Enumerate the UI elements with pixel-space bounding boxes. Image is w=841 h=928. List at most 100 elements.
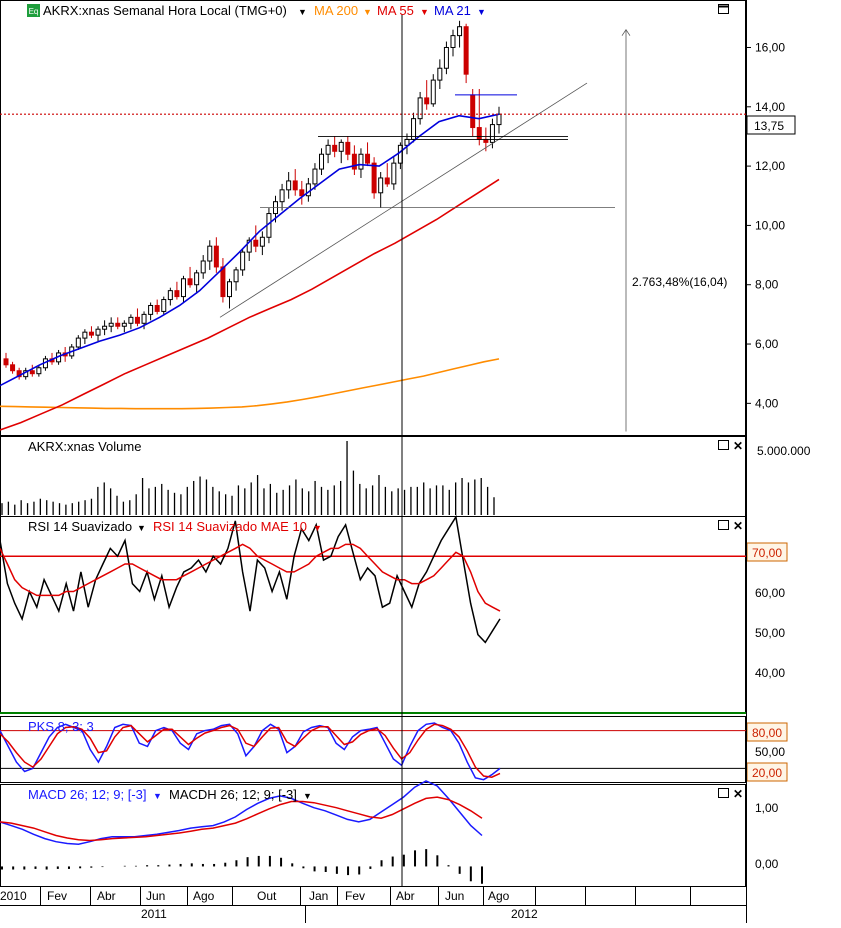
rsi-level-label: 70,00 xyxy=(752,546,782,560)
close-macd-icon[interactable]: ✕ xyxy=(733,787,743,801)
candle-body xyxy=(470,94,476,129)
candle-body xyxy=(457,26,463,37)
month-label: Jun xyxy=(445,889,464,903)
candle-body xyxy=(299,189,305,197)
symbol-badge-label: Eq xyxy=(29,7,39,16)
stoch-d-line xyxy=(0,723,501,778)
rsi-tick: 40,00 xyxy=(755,666,785,680)
candle-body xyxy=(240,251,246,271)
candle-body xyxy=(476,127,482,140)
candle-body xyxy=(148,304,154,315)
candle-body xyxy=(16,370,22,378)
maximize-volume-icon[interactable] xyxy=(718,440,729,450)
macdh-dropdown-icon[interactable]: ▼ xyxy=(303,791,312,801)
candle-body xyxy=(463,26,469,75)
candle-body xyxy=(115,322,121,327)
candle-body xyxy=(29,370,35,375)
macd-signal-line xyxy=(0,796,483,842)
volume-panel-controls: ✕ xyxy=(718,439,743,453)
candle-body xyxy=(292,180,298,191)
candle-body xyxy=(246,239,252,253)
candle-body xyxy=(154,304,160,312)
macd-dropdown-icon[interactable]: ▼ xyxy=(153,791,162,801)
maximize-macd-icon[interactable] xyxy=(718,788,729,798)
candle-body xyxy=(259,236,265,247)
candle-body xyxy=(286,180,292,191)
candle-body xyxy=(200,260,206,274)
stochastic-panel-title[interactable]: PKS 8; 3; 3 xyxy=(28,719,94,734)
candle-body xyxy=(312,168,318,185)
candle-body xyxy=(345,141,351,155)
candle-body xyxy=(102,325,108,330)
candle-body xyxy=(325,144,331,155)
legend-ma21[interactable]: MA 21 xyxy=(434,3,471,18)
price-y-axis: 16,00 14,00 12,00 10,00 8,00 6,00 4,00 xyxy=(755,41,785,411)
candle-body xyxy=(351,153,357,170)
candle-body xyxy=(161,299,167,312)
legend-ma55[interactable]: MA 55 xyxy=(377,3,414,18)
candle-body xyxy=(430,79,436,105)
candle-body xyxy=(121,322,127,327)
candle-body xyxy=(82,331,88,339)
rsi-ma-dropdown-icon[interactable]: ▼ xyxy=(313,523,322,533)
rsi-panel-controls: ✕ xyxy=(718,519,743,533)
candle-body xyxy=(332,144,338,152)
legend-ma21-dropdown-icon[interactable]: ▼ xyxy=(477,7,486,17)
candle-body xyxy=(167,290,173,301)
volume-panel-title[interactable]: AKRX:xnas Volume xyxy=(28,439,141,454)
last-price-label: 13,75 xyxy=(754,119,784,133)
volume-tick: 5.000.000 xyxy=(757,444,811,458)
rsi-panel-title[interactable]: RSI 14 Suavizado xyxy=(28,519,132,534)
legend-ma200-dropdown-icon[interactable]: ▼ xyxy=(363,7,372,17)
month-label: Out xyxy=(257,889,277,903)
maximize-rsi-icon[interactable] xyxy=(718,520,729,530)
candle-body xyxy=(319,153,325,170)
candle-body xyxy=(226,281,232,298)
candle-body xyxy=(384,177,390,185)
candle-body xyxy=(483,138,489,143)
rsi-dropdown-icon[interactable]: ▼ xyxy=(137,523,146,533)
candle-body xyxy=(338,141,344,152)
macd-tick: 0,00 xyxy=(755,857,779,871)
price-tick: 16,00 xyxy=(755,41,785,55)
candle-body xyxy=(417,97,423,120)
candle-body xyxy=(391,162,397,185)
candle-body xyxy=(233,269,239,283)
title-dropdown-arrow-icon[interactable]: ▼ xyxy=(298,7,307,17)
macd-tick: 1,00 xyxy=(755,801,779,815)
candle-body xyxy=(220,266,226,298)
close-volume-icon[interactable]: ✕ xyxy=(733,439,743,453)
legend-ma200[interactable]: MA 200 xyxy=(314,3,358,18)
candle-body xyxy=(378,177,384,194)
candle-body xyxy=(443,46,449,69)
candle-body xyxy=(95,328,101,336)
candle-body xyxy=(279,189,285,203)
month-label: Fev xyxy=(345,889,365,903)
candle-body xyxy=(10,364,16,372)
macdh-panel-title[interactable]: MACDH 26; 12; 9; [-3] xyxy=(169,787,297,802)
ma200-line xyxy=(0,358,500,410)
close-rsi-icon[interactable]: ✕ xyxy=(733,519,743,533)
rsi-ma-title[interactable]: RSI 14 Suavizado MAE 10 xyxy=(153,519,307,534)
candle-body xyxy=(128,316,134,324)
candle-body xyxy=(180,278,186,298)
price-panel-title[interactable]: AKRX:xnas Semanal Hora Local (TMG+0) xyxy=(43,3,287,18)
maximize-price-icon[interactable] xyxy=(718,4,729,14)
measure-arrow-head xyxy=(621,28,631,36)
symbol-badge[interactable] xyxy=(27,4,40,17)
candle-body xyxy=(496,113,502,126)
stoch-k-line xyxy=(0,722,501,781)
legend-ma55-dropdown-icon[interactable]: ▼ xyxy=(420,7,429,17)
month-label: Abr xyxy=(97,889,116,903)
macd-panel-title[interactable]: MACD 26; 12; 9; [-3] xyxy=(28,787,147,802)
candle-body xyxy=(75,337,81,348)
month-label: Ago xyxy=(193,889,215,903)
month-label: Abr xyxy=(396,889,415,903)
price-tick: 14,00 xyxy=(755,100,785,114)
candle-body xyxy=(3,358,9,366)
macd-panel-controls: ✕ xyxy=(718,787,743,801)
price-tick: 12,00 xyxy=(755,159,785,173)
candle-body xyxy=(187,278,193,286)
